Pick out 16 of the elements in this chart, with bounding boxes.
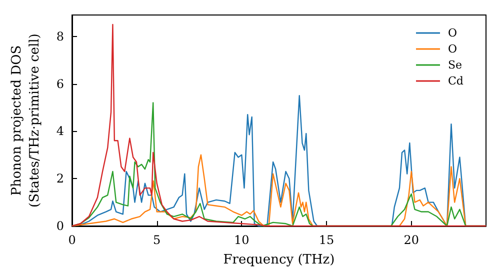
y-tick-label: 8	[56, 29, 64, 44]
legend-label: Se	[448, 58, 462, 72]
legend-label: O	[448, 42, 458, 56]
legend-label: O	[448, 26, 458, 40]
x-tick-label: 5	[153, 233, 161, 247]
x-tick-label: 0	[68, 233, 76, 247]
x-tick-label: 20	[404, 233, 419, 247]
x-axis-title: Frequency (THz)	[223, 252, 335, 268]
y-tick-label: 2	[56, 172, 64, 186]
y-tick-label: 0	[56, 219, 64, 233]
y-tick-label: 6	[56, 76, 64, 91]
x-tick-label: 10	[234, 233, 250, 247]
x-tick-label: 15	[318, 233, 334, 247]
y-tick-label: 4	[56, 124, 64, 138]
legend-label: Cd	[448, 74, 464, 88]
y-axis-title: Phonon projected DOS (States/THz·primitive cell)	[10, 33, 42, 208]
